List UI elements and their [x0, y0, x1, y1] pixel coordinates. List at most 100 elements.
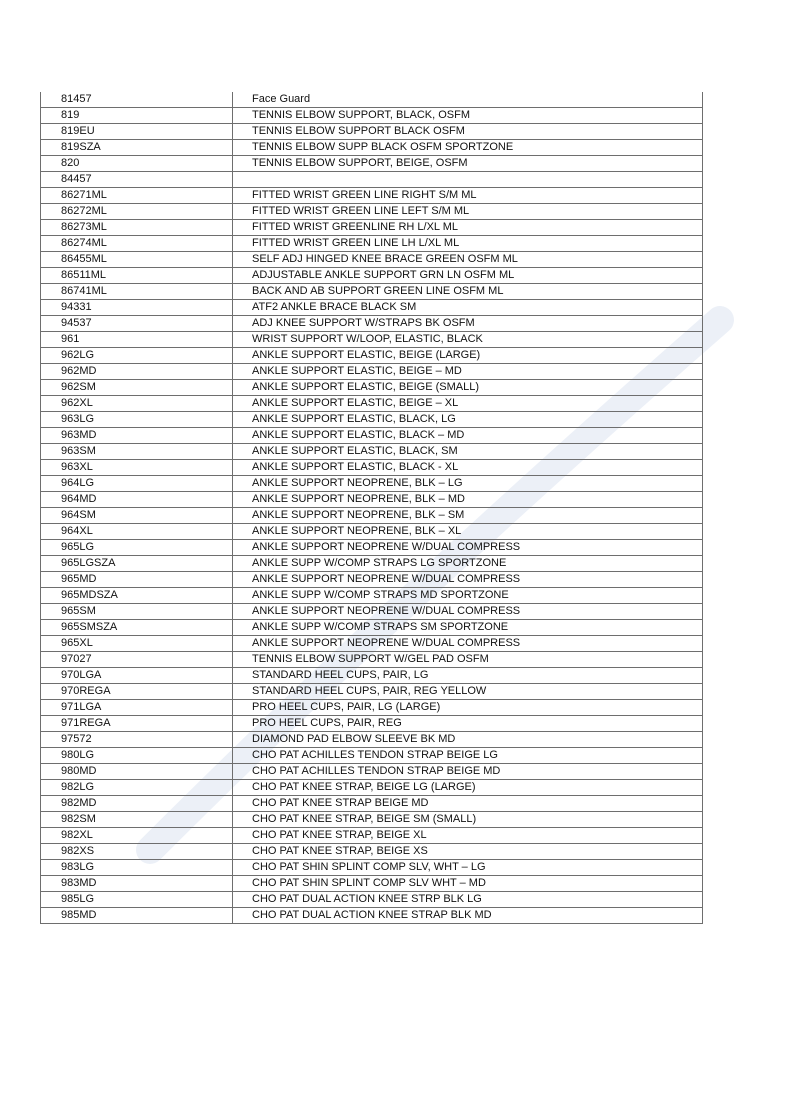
item-code-cell: 86271ML	[40, 187, 233, 204]
table-row: 86272ML FITTED WRIST GREEN LINE LEFT S/M …	[40, 203, 703, 220]
product-table: 81457 Face Guard 819 TENNIS ELBOW SUPPORT, …	[40, 92, 703, 924]
item-code-cell: 97572	[40, 731, 233, 748]
item-code-cell: 965MD	[40, 571, 233, 588]
item-code-cell: 94331	[40, 299, 233, 316]
description-cell: TENNIS ELBOW SUPP BLACK OSFM SPORTZONE	[232, 139, 703, 156]
item-code-cell: 985LG	[40, 891, 233, 908]
table-row: 965XL ANKLE SUPPORT NEOPRENE W/DUAL COMPR…	[40, 635, 703, 652]
item-code-cell: 965LGSZA	[40, 555, 233, 572]
table-row: 961 WRIST SUPPORT W/LOOP, ELASTIC, BLACK	[40, 331, 703, 348]
item-code-cell: 819	[40, 107, 233, 124]
item-code-cell: 982XS	[40, 843, 233, 860]
table-row: 980LG CHO PAT ACHILLES TENDON STRAP BEIGE…	[40, 747, 703, 764]
item-code-cell: 962XL	[40, 395, 233, 412]
table-row: 982MD CHO PAT KNEE STRAP BEIGE MD	[40, 795, 703, 812]
table-row: 971REGA PRO HEEL CUPS, PAIR, REG	[40, 715, 703, 732]
description-cell: Face Guard	[232, 92, 703, 108]
item-code-cell: 982MD	[40, 795, 233, 812]
table-row: 963XL ANKLE SUPPORT ELASTIC, BLACK - XL	[40, 459, 703, 476]
description-cell: ANKLE SUPPORT NEOPRENE, BLK – XL	[232, 523, 703, 540]
table-row: 819EU TENNIS ELBOW SUPPORT BLACK OSFM	[40, 123, 703, 140]
description-cell: ANKLE SUPPORT ELASTIC, BEIGE – XL	[232, 395, 703, 412]
table-row: 86273ML FITTED WRIST GREENLINE RH L/XL ML	[40, 219, 703, 236]
table-row: 971LGA PRO HEEL CUPS, PAIR, LG (LARGE)	[40, 699, 703, 716]
description-cell: BACK AND AB SUPPORT GREEN LINE OSFM ML	[232, 283, 703, 300]
item-code-cell: 819SZA	[40, 139, 233, 156]
item-code-cell: 81457	[40, 92, 233, 108]
description-cell: ANKLE SUPPORT NEOPRENE, BLK – MD	[232, 491, 703, 508]
table-row: 86741ML BACK AND AB SUPPORT GREEN LINE OS…	[40, 283, 703, 300]
description-cell: ANKLE SUPPORT ELASTIC, BLACK – MD	[232, 427, 703, 444]
item-code-cell: 962MD	[40, 363, 233, 380]
description-cell: ANKLE SUPPORT ELASTIC, BEIGE – MD	[232, 363, 703, 380]
table-row: 963MD ANKLE SUPPORT ELASTIC, BLACK – MD	[40, 427, 703, 444]
description-cell: CHO PAT KNEE STRAP, BEIGE XS	[232, 843, 703, 860]
description-cell: CHO PAT KNEE STRAP BEIGE MD	[232, 795, 703, 812]
table-row: 982SM CHO PAT KNEE STRAP, BEIGE SM (SMALL…	[40, 811, 703, 828]
table-row: 982XL CHO PAT KNEE STRAP, BEIGE XL	[40, 827, 703, 844]
table-row: 965MD ANKLE SUPPORT NEOPRENE W/DUAL COMPR…	[40, 571, 703, 588]
table-row: 820 TENNIS ELBOW SUPPORT, BEIGE, OSFM	[40, 155, 703, 172]
description-cell: CHO PAT SHIN SPLINT COMP SLV, WHT – LG	[232, 859, 703, 876]
table-row: 965SM ANKLE SUPPORT NEOPRENE W/DUAL COMPR…	[40, 603, 703, 620]
table-row: 964LG ANKLE SUPPORT NEOPRENE, BLK – LG	[40, 475, 703, 492]
description-cell: ANKLE SUPPORT NEOPRENE W/DUAL COMPRESS	[232, 635, 703, 652]
description-cell: CHO PAT ACHILLES TENDON STRAP BEIGE LG	[232, 747, 703, 764]
table-row: 985MD CHO PAT DUAL ACTION KNEE STRAP BLK …	[40, 907, 703, 924]
item-code-cell: 980MD	[40, 763, 233, 780]
item-code-cell: 819EU	[40, 123, 233, 140]
description-cell	[232, 171, 703, 188]
description-cell: TENNIS ELBOW SUPPORT, BLACK, OSFM	[232, 107, 703, 124]
item-code-cell: 86272ML	[40, 203, 233, 220]
table-row: 86274ML FITTED WRIST GREEN LINE LH L/XL M…	[40, 235, 703, 252]
description-cell: FITTED WRIST GREENLINE RH L/XL ML	[232, 219, 703, 236]
item-code-cell: 963MD	[40, 427, 233, 444]
table-row: 965MDSZA ANKLE SUPP W/COMP STRAPS MD SPOR…	[40, 587, 703, 604]
item-code-cell: 982SM	[40, 811, 233, 828]
table-row: 962SM ANKLE SUPPORT ELASTIC, BEIGE (SMALL…	[40, 379, 703, 396]
description-cell: TENNIS ELBOW SUPPORT BLACK OSFM	[232, 123, 703, 140]
description-cell: ANKLE SUPPORT ELASTIC, BLACK, SM	[232, 443, 703, 460]
description-cell: WRIST SUPPORT W/LOOP, ELASTIC, BLACK	[232, 331, 703, 348]
item-code-cell: 980LG	[40, 747, 233, 764]
item-code-cell: 983MD	[40, 875, 233, 892]
item-code-cell: 86741ML	[40, 283, 233, 300]
table-row: 965LG ANKLE SUPPORT NEOPRENE W/DUAL COMPR…	[40, 539, 703, 556]
item-code-cell: 963SM	[40, 443, 233, 460]
table-row: 983LG CHO PAT SHIN SPLINT COMP SLV, WHT –…	[40, 859, 703, 876]
item-code-cell: 971LGA	[40, 699, 233, 716]
table-row: 964SM ANKLE SUPPORT NEOPRENE, BLK – SM	[40, 507, 703, 524]
table-row: 970REGA STANDARD HEEL CUPS, PAIR, REG YEL…	[40, 683, 703, 700]
item-code-cell: 965MDSZA	[40, 587, 233, 604]
table-row: 97027 TENNIS ELBOW SUPPORT W/GEL PAD OSFM	[40, 651, 703, 668]
table-row: 983MD CHO PAT SHIN SPLINT COMP SLV WHT – …	[40, 875, 703, 892]
table-row: 86455ML SELF ADJ HINGED KNEE BRACE GREEN …	[40, 251, 703, 268]
description-cell: FITTED WRIST GREEN LINE LH L/XL ML	[232, 235, 703, 252]
table-row: 86271ML FITTED WRIST GREEN LINE RIGHT S/M…	[40, 187, 703, 204]
description-cell: CHO PAT ACHILLES TENDON STRAP BEIGE MD	[232, 763, 703, 780]
description-cell: ANKLE SUPPORT NEOPRENE W/DUAL COMPRESS	[232, 539, 703, 556]
item-code-cell: 94537	[40, 315, 233, 332]
description-cell: FITTED WRIST GREEN LINE LEFT S/M ML	[232, 203, 703, 220]
description-cell: DIAMOND PAD ELBOW SLEEVE BK MD	[232, 731, 703, 748]
item-code-cell: 97027	[40, 651, 233, 668]
description-cell: STANDARD HEEL CUPS, PAIR, LG	[232, 667, 703, 684]
table-row: 86511ML ADJUSTABLE ANKLE SUPPORT GRN LN O…	[40, 267, 703, 284]
description-cell: CHO PAT KNEE STRAP, BEIGE SM (SMALL)	[232, 811, 703, 828]
table-row: 982LG CHO PAT KNEE STRAP, BEIGE LG (LARGE…	[40, 779, 703, 796]
item-code-cell: 964SM	[40, 507, 233, 524]
description-cell: ANKLE SUPP W/COMP STRAPS MD SPORTZONE	[232, 587, 703, 604]
description-cell: PRO HEEL CUPS, PAIR, LG (LARGE)	[232, 699, 703, 716]
description-cell: ANKLE SUPP W/COMP STRAPS LG SPORTZONE	[232, 555, 703, 572]
description-cell: ANKLE SUPPORT ELASTIC, BLACK, LG	[232, 411, 703, 428]
table-row: 84457	[40, 171, 703, 188]
table-row: 962XL ANKLE SUPPORT ELASTIC, BEIGE – XL	[40, 395, 703, 412]
description-cell: ADJUSTABLE ANKLE SUPPORT GRN LN OSFM ML	[232, 267, 703, 284]
description-cell: ATF2 ANKLE BRACE BLACK SM	[232, 299, 703, 316]
description-cell: ANKLE SUPPORT ELASTIC, BEIGE (LARGE)	[232, 347, 703, 364]
description-cell: CHO PAT KNEE STRAP, BEIGE LG (LARGE)	[232, 779, 703, 796]
item-code-cell: 961	[40, 331, 233, 348]
table-row: 965SMSZA ANKLE SUPP W/COMP STRAPS SM SPOR…	[40, 619, 703, 636]
item-code-cell: 982XL	[40, 827, 233, 844]
item-code-cell: 962LG	[40, 347, 233, 364]
